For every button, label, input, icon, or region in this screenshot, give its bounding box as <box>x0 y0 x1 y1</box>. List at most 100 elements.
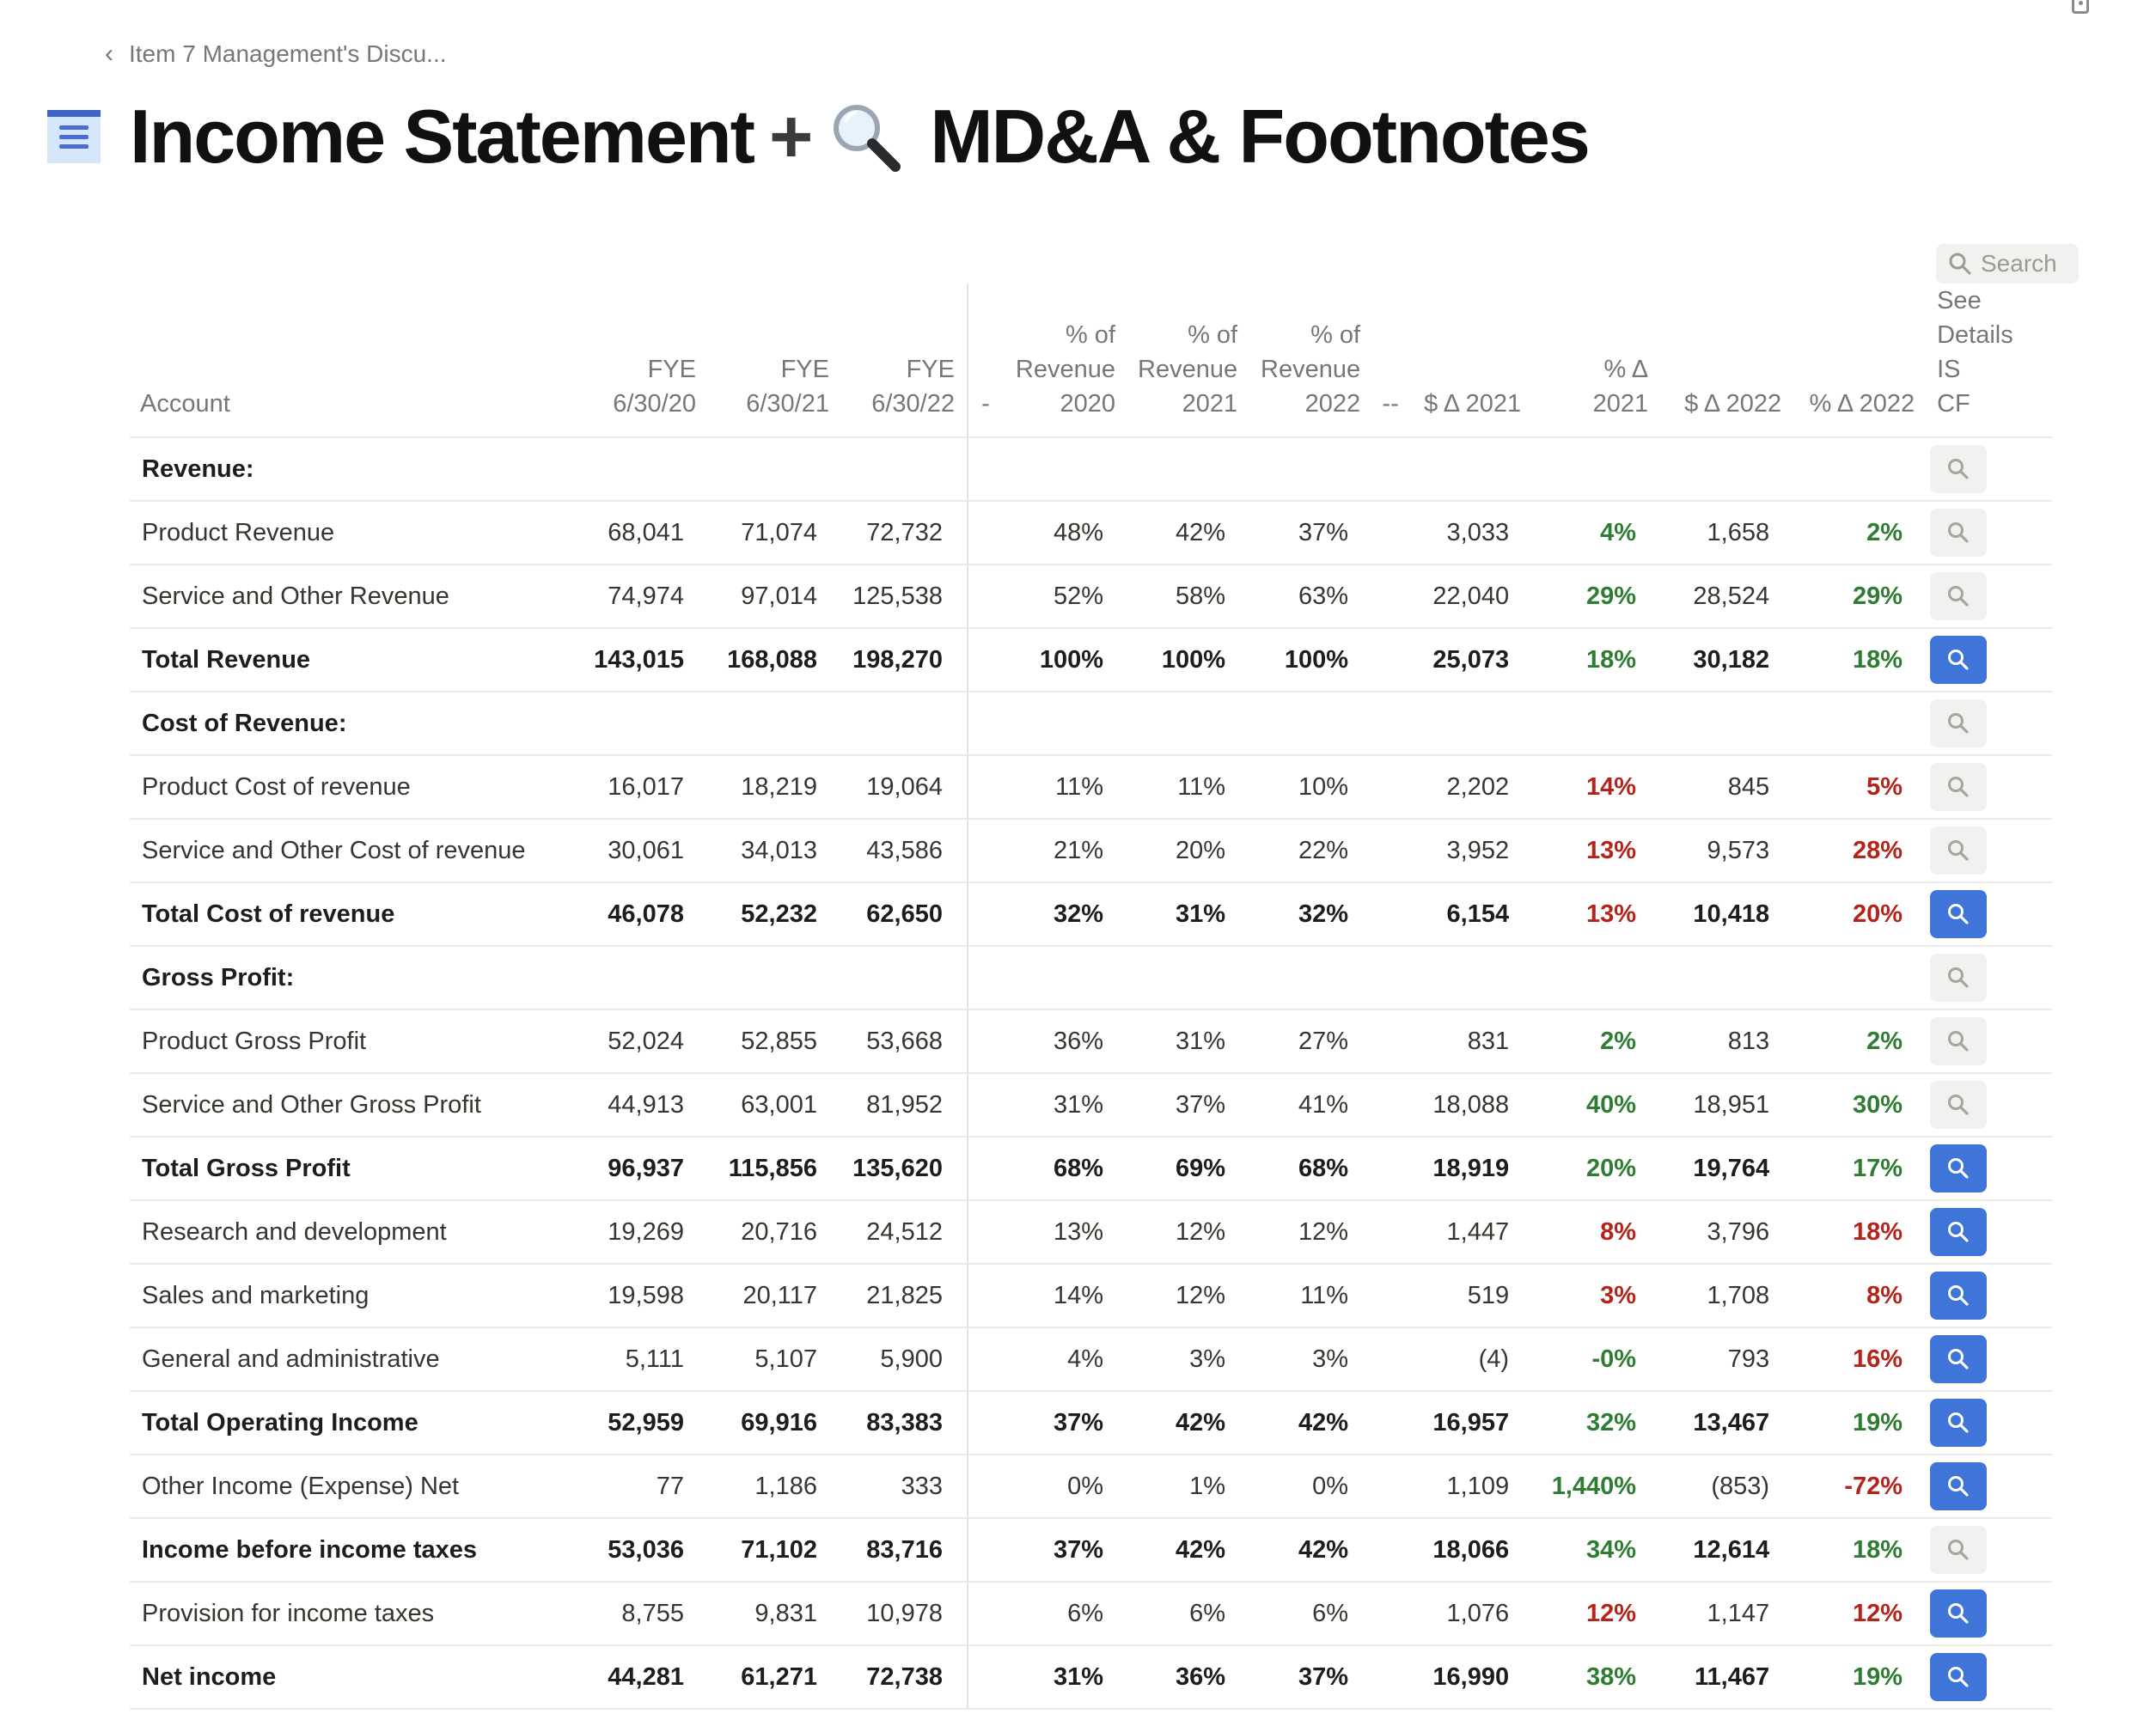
see-details-button[interactable] <box>1930 954 1988 1002</box>
value-cell-r22[interactable]: 42% <box>1249 1391 1373 1455</box>
value-cell-v22[interactable]: 72,732 <box>841 501 968 565</box>
value-cell-p21[interactable]: 1,440% <box>1533 1455 1661 1519</box>
value-cell-p21[interactable]: -0% <box>1533 1327 1661 1392</box>
col-header-pct-delta-2021[interactable]: % Δ 2021 <box>1533 284 1661 438</box>
value-cell-r20[interactable] <box>1003 692 1127 756</box>
see-details-button[interactable] <box>1930 827 1988 875</box>
see-details-button[interactable] <box>1930 699 1988 747</box>
account-cell[interactable]: Total Revenue <box>130 628 572 692</box>
spacer-cell[interactable] <box>1372 1009 1409 1074</box>
col-header-delta-2022[interactable]: $ Δ 2022 <box>1660 284 1794 438</box>
col-header-dash1[interactable]: - <box>967 284 1003 438</box>
see-details-button[interactable] <box>1930 1272 1988 1320</box>
value-cell-p22[interactable]: 19% <box>1793 1391 1927 1455</box>
value-cell-r22[interactable]: 32% <box>1249 882 1373 947</box>
see-details-button[interactable] <box>1930 890 1988 938</box>
value-cell-v21[interactable]: 115,856 <box>708 1137 841 1201</box>
value-cell-v22[interactable]: 53,668 <box>841 1009 968 1074</box>
value-cell-v21[interactable]: 20,716 <box>708 1200 841 1265</box>
spacer-cell[interactable] <box>1372 628 1409 692</box>
value-cell-r22[interactable]: 11% <box>1249 1264 1373 1328</box>
value-cell-p22[interactable]: 5% <box>1793 755 1927 820</box>
value-cell-d22[interactable]: (853) <box>1660 1455 1794 1519</box>
col-header-delta-2021[interactable]: $ Δ 2021 <box>1408 284 1534 438</box>
value-cell-v22[interactable]: 24,512 <box>841 1200 968 1265</box>
value-cell-v20[interactable]: 30,061 <box>572 819 708 883</box>
value-cell-v21[interactable]: 71,102 <box>708 1518 841 1583</box>
value-cell-r22[interactable]: 22% <box>1249 819 1373 883</box>
spacer-cell[interactable] <box>1372 1645 1409 1710</box>
account-cell[interactable]: Provision for income taxes <box>130 1582 572 1646</box>
value-cell-v22[interactable]: 125,538 <box>841 564 968 629</box>
value-cell-r21[interactable]: 1% <box>1127 1455 1250 1519</box>
value-cell-r21[interactable]: 31% <box>1127 882 1250 947</box>
value-cell-v21[interactable]: 18,219 <box>708 755 841 820</box>
value-cell-r20[interactable] <box>1003 946 1127 1010</box>
value-cell-p22[interactable]: 28% <box>1793 819 1927 883</box>
value-cell-d22[interactable]: 28,524 <box>1660 564 1794 629</box>
value-cell-r21[interactable]: 20% <box>1127 819 1250 883</box>
see-details-button[interactable] <box>1930 1081 1988 1129</box>
see-details-button[interactable] <box>1930 1526 1988 1574</box>
value-cell-d22[interactable]: 12,614 <box>1660 1518 1794 1583</box>
value-cell-v21[interactable]: 52,855 <box>708 1009 841 1074</box>
value-cell-p21[interactable]: 13% <box>1533 882 1661 947</box>
value-cell-p22[interactable]: 18% <box>1793 1518 1927 1583</box>
value-cell-r22[interactable]: 3% <box>1249 1327 1373 1392</box>
value-cell-r21[interactable]: 36% <box>1127 1645 1250 1710</box>
value-cell-p21[interactable]: 12% <box>1533 1582 1661 1646</box>
value-cell-d22[interactable]: 13,467 <box>1660 1391 1794 1455</box>
value-cell-p21[interactable]: 34% <box>1533 1518 1661 1583</box>
spacer-cell[interactable] <box>1372 1264 1409 1328</box>
value-cell-v22[interactable]: 62,650 <box>841 882 968 947</box>
value-cell-v22[interactable]: 198,270 <box>841 628 968 692</box>
value-cell-v21[interactable]: 1,186 <box>708 1455 841 1519</box>
value-cell-d21[interactable] <box>1408 692 1534 756</box>
col-header-fye20[interactable]: FYE 6/30/20 <box>572 284 708 438</box>
value-cell-r22[interactable]: 10% <box>1249 755 1373 820</box>
value-cell-d21[interactable]: 831 <box>1408 1009 1534 1074</box>
value-cell-r20[interactable]: 37% <box>1003 1518 1127 1583</box>
spacer-cell[interactable] <box>967 882 1003 947</box>
spacer-cell[interactable] <box>967 564 1003 629</box>
value-cell-d22[interactable]: 1,708 <box>1660 1264 1794 1328</box>
see-details-button[interactable] <box>1930 1335 1988 1383</box>
value-cell-p21[interactable]: 14% <box>1533 755 1661 820</box>
see-details-button[interactable] <box>1930 1399 1988 1447</box>
value-cell-d22[interactable]: 19,764 <box>1660 1137 1794 1201</box>
value-cell-v20[interactable]: 77 <box>572 1455 708 1519</box>
value-cell-p21[interactable]: 20% <box>1533 1137 1661 1201</box>
value-cell-r22[interactable]: 27% <box>1249 1009 1373 1074</box>
col-header-pct-delta-2022[interactable]: % Δ 2022 <box>1793 284 1927 438</box>
value-cell-v21[interactable]: 168,088 <box>708 628 841 692</box>
value-cell-v22[interactable]: 43,586 <box>841 819 968 883</box>
see-details-button[interactable] <box>1930 1653 1988 1701</box>
value-cell-d21[interactable] <box>1408 946 1534 1010</box>
value-cell-p21[interactable]: 3% <box>1533 1264 1661 1328</box>
spacer-cell[interactable] <box>967 692 1003 756</box>
value-cell-r21[interactable]: 12% <box>1127 1264 1250 1328</box>
see-details-button[interactable] <box>1930 763 1988 811</box>
value-cell-r20[interactable]: 0% <box>1003 1455 1127 1519</box>
value-cell-r21[interactable]: 6% <box>1127 1582 1250 1646</box>
spacer-cell[interactable] <box>967 1264 1003 1328</box>
value-cell-r20[interactable]: 32% <box>1003 882 1127 947</box>
value-cell-r20[interactable]: 4% <box>1003 1327 1127 1392</box>
value-cell-v20[interactable]: 44,281 <box>572 1645 708 1710</box>
value-cell-d21[interactable]: 22,040 <box>1408 564 1534 629</box>
account-cell[interactable]: Net income <box>130 1645 572 1710</box>
account-cell[interactable]: Total Gross Profit <box>130 1137 572 1201</box>
value-cell-d22[interactable] <box>1660 692 1794 756</box>
account-cell[interactable]: Total Operating Income <box>130 1391 572 1455</box>
value-cell-r21[interactable]: 31% <box>1127 1009 1250 1074</box>
spacer-cell[interactable] <box>967 1582 1003 1646</box>
account-cell[interactable]: Gross Profit: <box>130 946 572 1010</box>
value-cell-p21[interactable]: 29% <box>1533 564 1661 629</box>
value-cell-r20[interactable]: 48% <box>1003 501 1127 565</box>
spacer-cell[interactable] <box>967 1327 1003 1392</box>
value-cell-d21[interactable]: (4) <box>1408 1327 1534 1392</box>
spacer-cell[interactable] <box>967 819 1003 883</box>
value-cell-v20[interactable] <box>572 437 708 502</box>
col-header-fye22[interactable]: FYE 6/30/22 <box>841 284 968 438</box>
value-cell-r20[interactable]: 68% <box>1003 1137 1127 1201</box>
